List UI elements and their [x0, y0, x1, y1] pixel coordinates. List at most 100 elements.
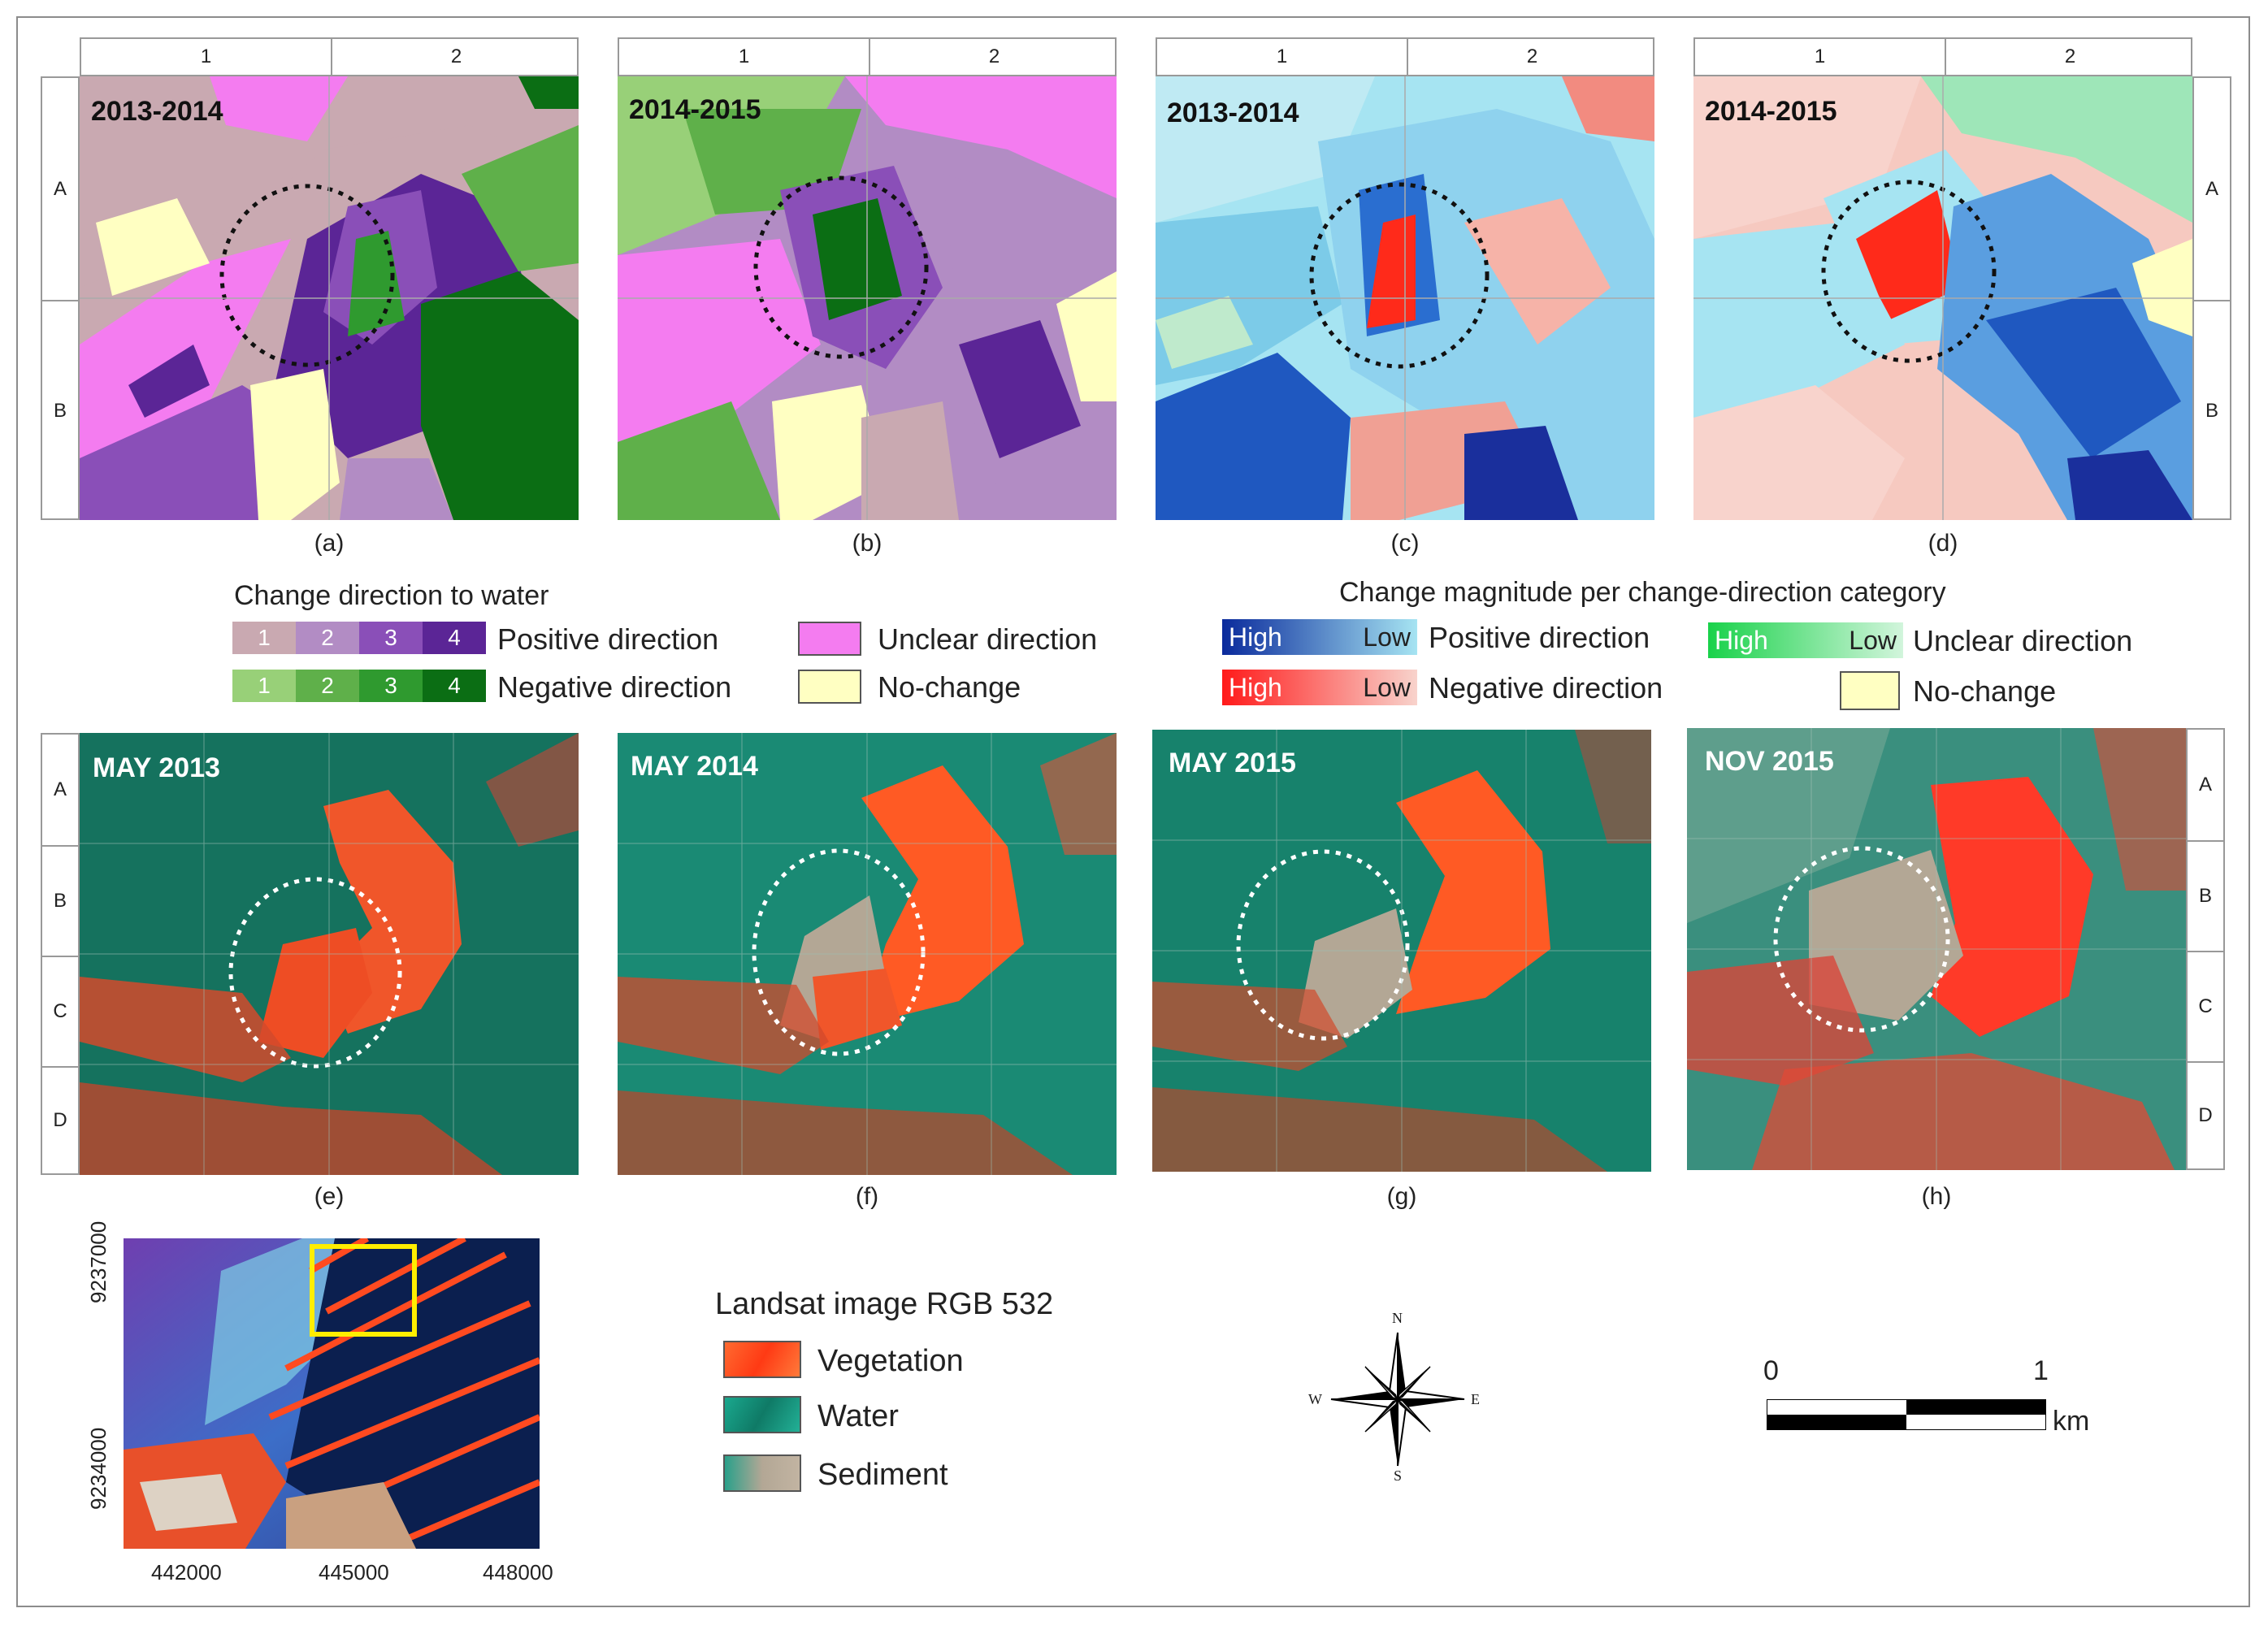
landsat-panel-e: MAY 2013 — [80, 733, 579, 1175]
overview-y-tick: 9237000 — [86, 1220, 111, 1303]
unclear-swatch — [798, 622, 861, 656]
mag-unclear-label: Unclear direction — [1913, 624, 2133, 657]
pos-swatch-4: 4 — [423, 622, 486, 654]
col-ruler-b: 1 2 — [618, 37, 1117, 76]
sediment-label: Sediment — [817, 1458, 948, 1492]
panel-label: (h) — [1921, 1183, 1952, 1210]
col-label: 2 — [1407, 39, 1656, 75]
area-of-interest-circle — [753, 176, 929, 359]
negative-direction-label: Negative direction — [497, 670, 732, 704]
nochange-swatch — [798, 670, 861, 704]
area-of-interest-circle — [1773, 846, 1950, 1033]
magnitude-legend-title: Change magnitude per change-direction ca… — [1339, 577, 1946, 608]
change-magnitude-map-d — [1693, 76, 2192, 520]
ramp-high: High — [1715, 625, 1768, 655]
overview-map — [124, 1238, 540, 1549]
row-label: A — [53, 778, 67, 800]
panel-label: (b) — [852, 530, 882, 557]
panel-label: (e) — [314, 1183, 345, 1210]
mag-positive-label: Positive direction — [1429, 621, 1650, 654]
scale-end: 1 — [2033, 1355, 2049, 1386]
study-area-box — [310, 1244, 417, 1337]
panel-title: 2013-2014 — [91, 96, 223, 127]
mag-nochange-swatch — [1840, 671, 1900, 710]
row-label: D — [42, 1066, 78, 1173]
area-of-interest-circle — [752, 848, 926, 1056]
scale-bar-graphic — [1767, 1399, 2046, 1430]
figure-frame — [16, 16, 2250, 1607]
overview-x-tick: 445000 — [319, 1560, 389, 1584]
pos-swatch-2: 2 — [296, 622, 359, 654]
north-arrow: N S E W — [1308, 1310, 1480, 1484]
col-ruler-a: 1 2 — [80, 37, 579, 76]
landsat-legend-title: Landsat image RGB 532 — [715, 1287, 1054, 1321]
row-label: C — [2188, 951, 2223, 1061]
area-of-interest-circle — [1309, 182, 1490, 369]
pos-swatch-3: 3 — [359, 622, 423, 654]
panel-title: 2013-2014 — [1167, 98, 1299, 128]
col-label: 1 — [1814, 46, 1826, 67]
neg-swatch-3: 3 — [359, 670, 423, 702]
panel-label: (d) — [1928, 530, 1958, 557]
row-label: A — [2198, 774, 2212, 795]
landsat-image-h — [1687, 728, 2186, 1170]
panel-title: MAY 2013 — [93, 752, 220, 783]
col-label: 1 — [1276, 46, 1288, 67]
area-of-interest-circle — [219, 184, 395, 367]
overview-x-tick: 448000 — [483, 1560, 553, 1584]
panel-label: (a) — [314, 530, 345, 557]
sediment-swatch — [723, 1454, 801, 1492]
col-label: 2 — [1945, 39, 2194, 75]
change-direction-map-b — [618, 76, 1117, 520]
overview-y-tick: 9234000 — [86, 1427, 111, 1510]
overview-x-tick: 442000 — [151, 1560, 222, 1584]
landsat-panel-h: NOV 2015 — [1687, 728, 2186, 1170]
row-ruler-left-bottom: A B C D — [41, 733, 80, 1175]
overview-image — [124, 1238, 540, 1549]
compass-n: N — [1392, 1310, 1403, 1326]
row-label: D — [2188, 1061, 2223, 1168]
unclear-magnitude-ramp: High Low — [1708, 622, 1903, 658]
panel-title: 2014-2015 — [629, 94, 761, 125]
ramp-high: High — [1229, 622, 1282, 652]
col-ruler-c: 1 2 — [1156, 37, 1654, 76]
row-ruler-left-top: A B — [41, 76, 80, 520]
row-label: B — [2194, 300, 2230, 520]
area-of-interest-circle — [1821, 180, 1997, 363]
panel-title: NOV 2015 — [1705, 746, 1834, 777]
panel-title: MAY 2014 — [631, 751, 758, 782]
row-label: C — [42, 956, 78, 1066]
ramp-low: Low — [1363, 622, 1411, 652]
neg-swatch-2: 2 — [296, 670, 359, 702]
water-label: Water — [817, 1399, 899, 1433]
unclear-direction-label: Unclear direction — [878, 622, 1098, 656]
ramp-high: High — [1229, 672, 1282, 702]
landsat-panel-g: MAY 2015 — [1152, 730, 1651, 1172]
area-of-interest-circle — [228, 877, 402, 1069]
positive-direction-label: Positive direction — [497, 622, 719, 656]
panel-label: (f) — [855, 1183, 879, 1210]
ramp-low: Low — [1363, 672, 1411, 702]
row-ruler-right-top: A B — [2192, 76, 2231, 520]
map-panel-a: 2013-2014 — [80, 76, 579, 520]
col-label: 1 — [738, 46, 750, 67]
compass-s: S — [1394, 1467, 1403, 1484]
mag-negative-label: Negative direction — [1429, 671, 1663, 704]
water-swatch — [723, 1396, 801, 1433]
col-label: 2 — [331, 39, 580, 75]
direction-legend-title: Change direction to water — [234, 580, 549, 611]
panel-title: MAY 2015 — [1169, 748, 1296, 778]
map-panel-b: 2014-2015 — [618, 76, 1117, 520]
landsat-panel-f: MAY 2014 — [618, 733, 1117, 1175]
change-direction-map-a — [80, 76, 579, 520]
col-label: 1 — [200, 46, 212, 67]
neg-swatch-1: 1 — [232, 670, 296, 702]
compass-w: W — [1308, 1391, 1322, 1407]
landsat-image-g — [1152, 730, 1651, 1172]
nochange-label: No-change — [878, 670, 1021, 704]
landsat-image-f — [618, 733, 1117, 1175]
scale-bar: 0 1 km — [1763, 1355, 2089, 1445]
positive-magnitude-ramp: High Low — [1222, 619, 1417, 655]
scale-unit: km — [2053, 1406, 2090, 1437]
panel-label: (c) — [1390, 530, 1420, 557]
